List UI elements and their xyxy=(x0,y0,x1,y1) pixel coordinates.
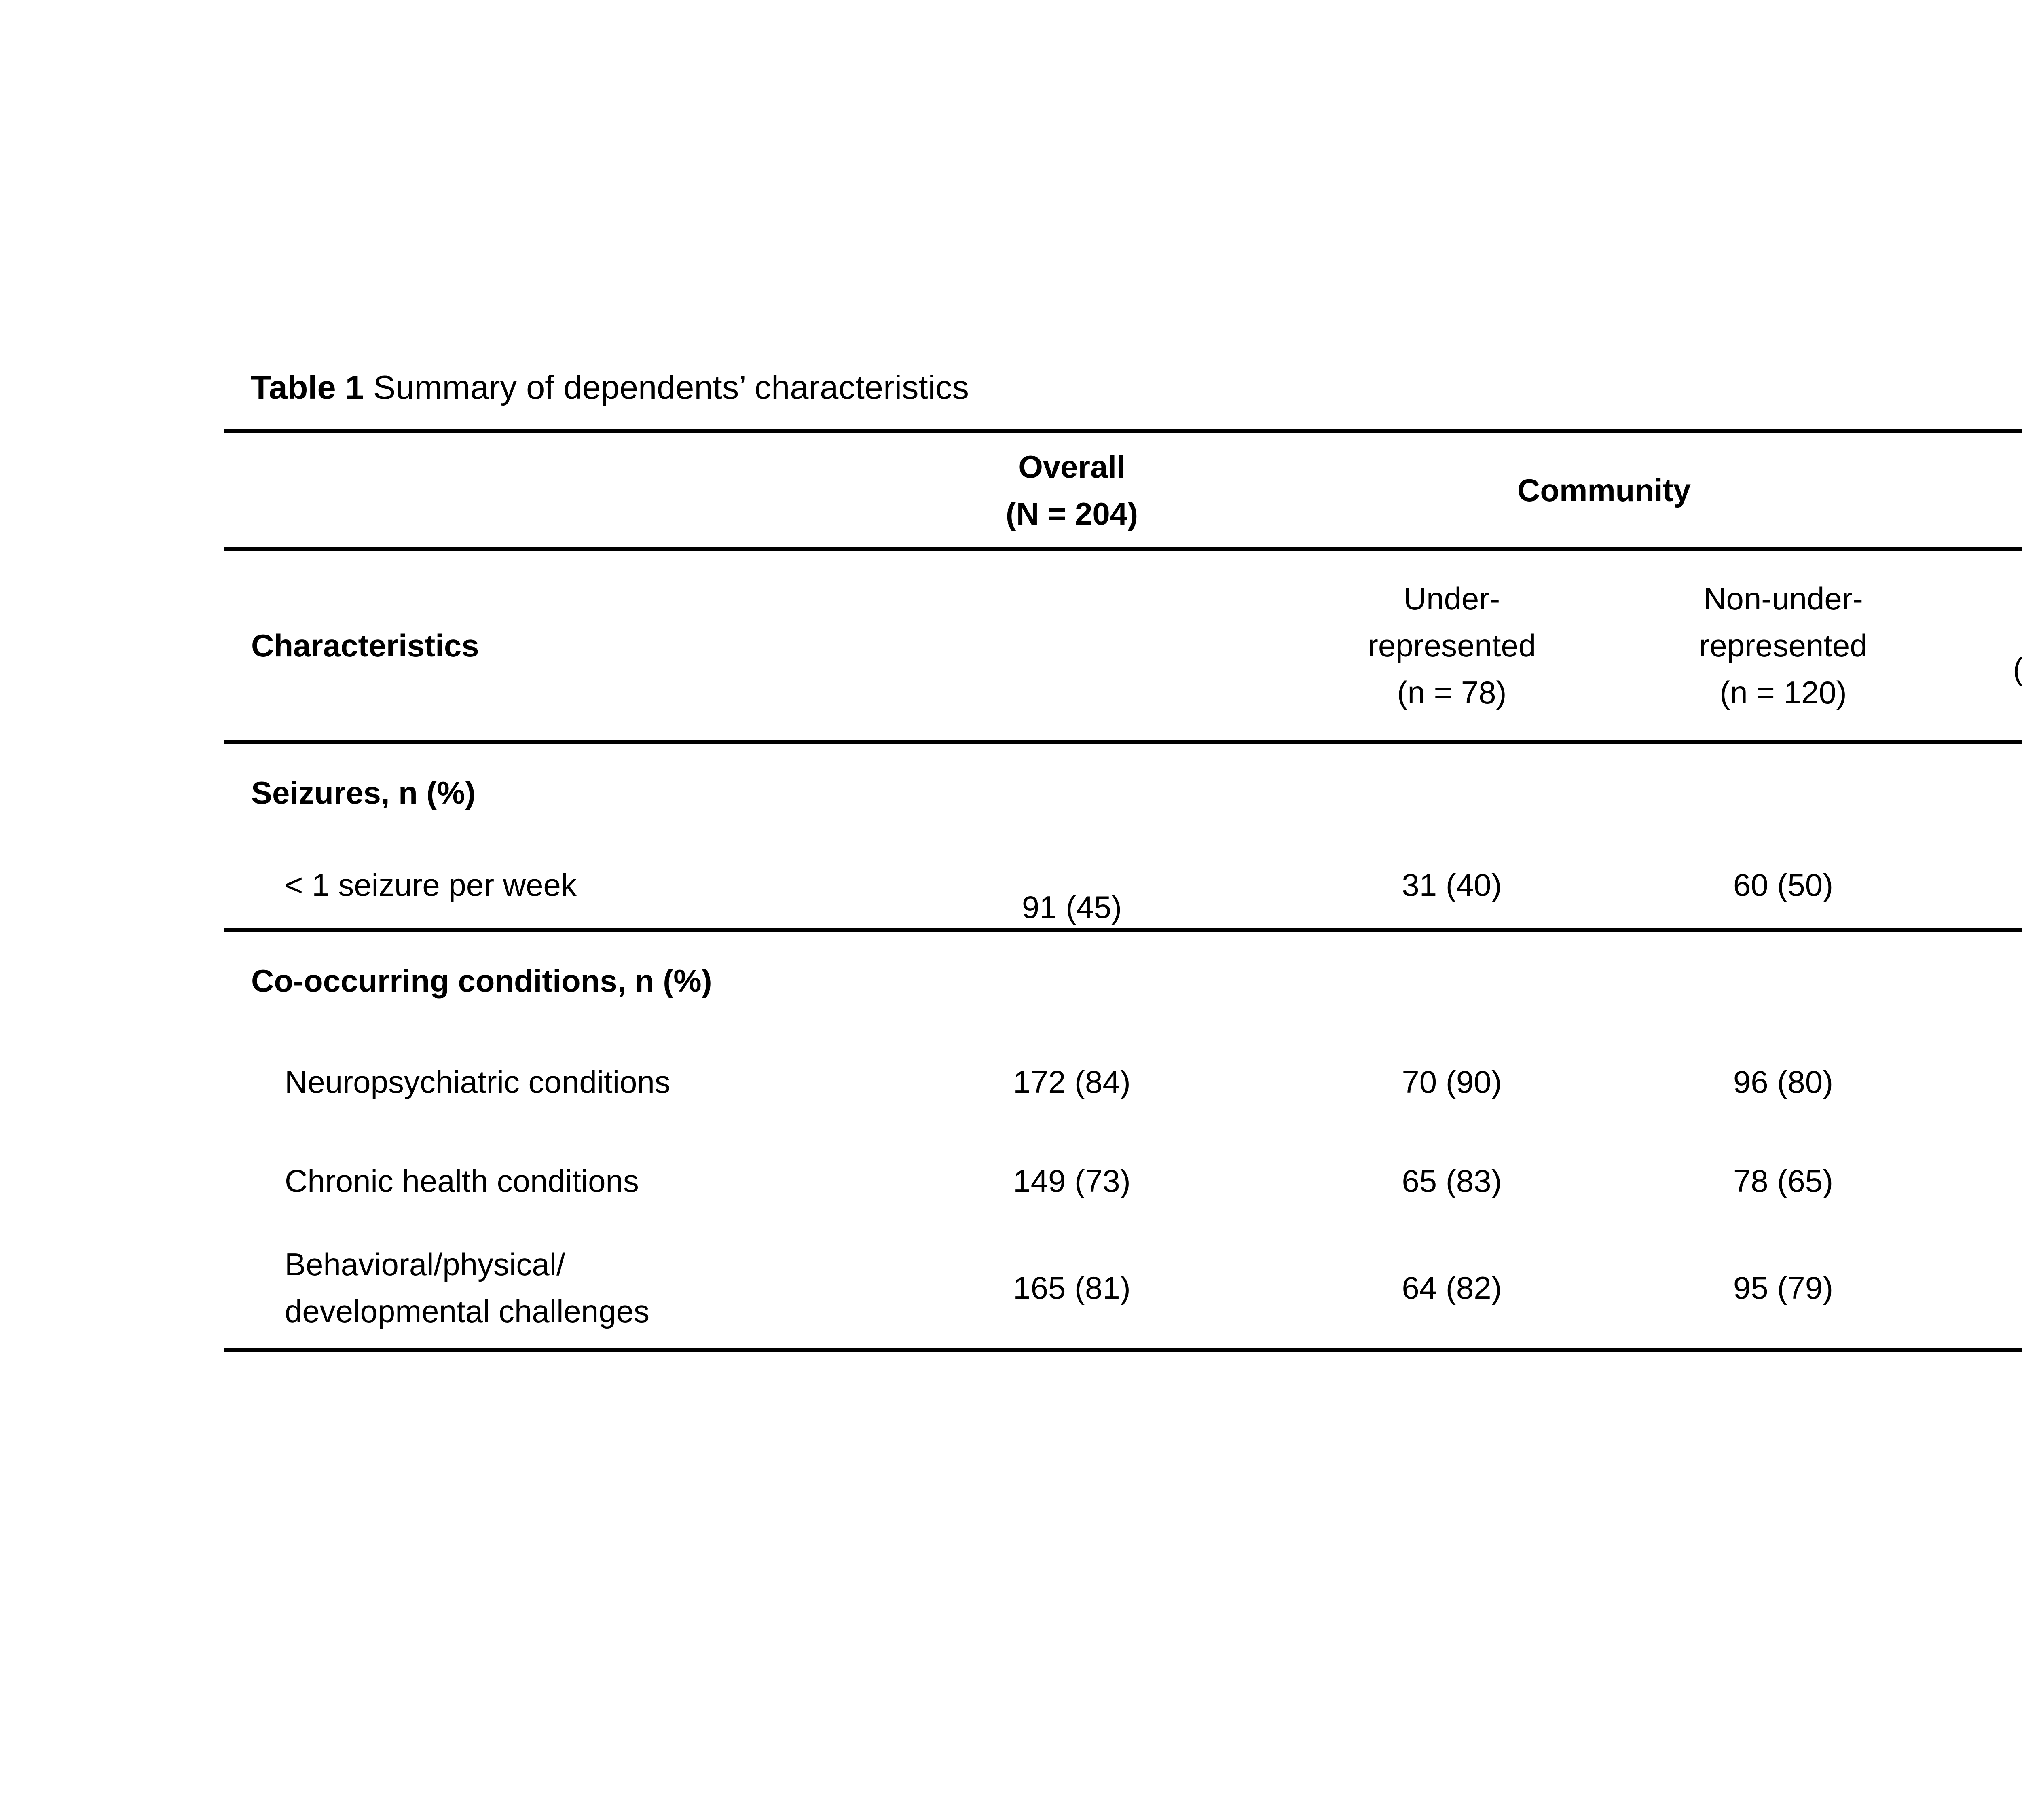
column-header-non-underrepresented: Non-under- represented (n = 120) xyxy=(1631,549,1935,744)
cell-underrepresented: 31 (40) xyxy=(1273,841,1631,932)
table-title: Table 1 Summary of dependents’ character… xyxy=(251,367,969,408)
row-label: Chronic health conditions xyxy=(285,1163,639,1199)
table-row-chronic-health: Chronic health conditions 149 (73) 65 (8… xyxy=(224,1134,2022,1227)
column-header-overall-spacer xyxy=(871,549,1273,744)
table-row-neuropsychiatric: Neuropsychiatric conditions 172 (84) 70 … xyxy=(224,1029,2022,1134)
column-header-female: Female (n = 111) xyxy=(1935,549,2022,744)
group-header-row: Overall (N = 204) Community Sex Caregivi… xyxy=(224,429,2022,551)
cell-non-underrepresented: 96 (80) xyxy=(1733,1064,1834,1100)
cell-non-underrepresented: 78 (65) xyxy=(1733,1163,1834,1199)
cell-female: 45 (41) xyxy=(1935,841,2022,932)
cell-overall: 149 (73) xyxy=(1013,1163,1131,1199)
section-header-label: Co-occurring conditions, n (%) xyxy=(251,963,712,999)
cell-non-underrepresented: 95 (79) xyxy=(1631,1227,1935,1352)
cell-underrepresented: 70 (90) xyxy=(1402,1064,1502,1100)
cell-female: 93 (84) xyxy=(1935,1029,2022,1134)
section-header-label: Seizures, n (%) xyxy=(251,775,476,811)
cell-overall: 91 (45) xyxy=(871,841,1273,932)
group-header-community: Community xyxy=(1273,429,1935,551)
row-label: < 1 seizure per week xyxy=(224,841,871,932)
cell-non-underrepresented: 60 (50) xyxy=(1631,841,1935,932)
table-title-caption: Summary of dependents’ characteristics xyxy=(364,368,969,406)
column-header-characteristics: Characteristics xyxy=(224,549,871,744)
column-header-underrepresented: Under- represented (n = 78) xyxy=(1273,549,1631,744)
table-row-seizure-frequency: < 1 seizure per week 91 (45) 31 (40) 60 … xyxy=(224,841,2022,932)
characteristics-table: Overall (N = 204) Community Sex Caregivi… xyxy=(224,429,2022,1352)
cell-overall: 165 (81) xyxy=(871,1227,1273,1352)
group-header-sex: Sex xyxy=(1935,429,2022,551)
section-header-seizures: Seizures, n (%) xyxy=(224,742,2022,841)
cell-female: 76 (68) xyxy=(1935,1134,2022,1227)
table-row-behavioral-challenges: Behavioral/physical/ developmental chall… xyxy=(224,1227,2022,1352)
cell-underrepresented: 65 (83) xyxy=(1402,1163,1502,1199)
table-title-label: Table 1 xyxy=(251,368,364,406)
row-label: Behavioral/physical/ developmental chall… xyxy=(224,1227,871,1352)
cell-overall: 172 (84) xyxy=(1013,1064,1131,1100)
section-header-co-occurring: Co-occurring conditions, n (%) xyxy=(224,930,2022,1029)
cell-underrepresented: 64 (82) xyxy=(1273,1227,1631,1352)
cell-female: 91 (82) xyxy=(1935,1227,2022,1352)
row-label: Neuropsychiatric conditions xyxy=(285,1064,670,1100)
column-header-row: Characteristics Under- represented (n = … xyxy=(224,549,2022,744)
group-header-spacer xyxy=(224,429,871,551)
overall-label: Overall xyxy=(1018,449,1125,485)
column-header-overall: Overall (N = 204) xyxy=(871,429,1273,551)
overall-n: (N = 204) xyxy=(1005,495,1138,531)
